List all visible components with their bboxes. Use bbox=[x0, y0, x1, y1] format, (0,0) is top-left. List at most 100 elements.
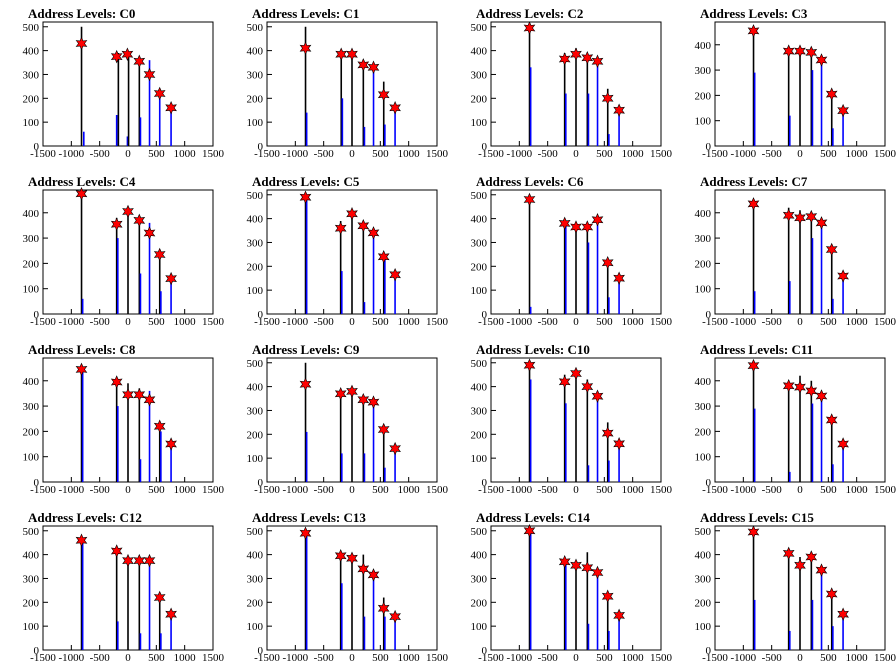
chart-title: Address Levels: C11 bbox=[700, 342, 814, 357]
y-tick-label: 100 bbox=[247, 285, 264, 297]
y-tick-label: 100 bbox=[23, 452, 40, 464]
x-tick-label: 500 bbox=[820, 148, 837, 160]
x-tick-label: 1000 bbox=[398, 316, 421, 328]
peak-marker bbox=[377, 601, 390, 616]
x-tick-label: -500 bbox=[538, 652, 559, 664]
x-tick-label: -1000 bbox=[282, 316, 308, 328]
chart-title: Address Levels: C13 bbox=[252, 510, 366, 525]
x-tick-label: -1500 bbox=[478, 484, 504, 496]
x-tick-label: -1500 bbox=[702, 316, 728, 328]
peak-marker bbox=[815, 53, 828, 67]
peak-marker bbox=[747, 525, 760, 539]
x-tick-label: -1000 bbox=[506, 316, 532, 328]
y-tick-label: 300 bbox=[695, 233, 712, 245]
y-tick-label: 0 bbox=[258, 477, 264, 489]
peak-marker bbox=[601, 426, 614, 440]
x-tick-label: 1000 bbox=[174, 484, 197, 496]
y-tick-label: 200 bbox=[247, 261, 264, 273]
peak-marker bbox=[782, 44, 795, 58]
peak-marker bbox=[75, 187, 88, 201]
peak-marker bbox=[143, 67, 156, 82]
chart-title: Address Levels: C3 bbox=[700, 6, 808, 21]
peak-marker bbox=[815, 389, 828, 403]
y-tick-label: 0 bbox=[482, 477, 488, 489]
peak-marker bbox=[122, 553, 134, 568]
peak-marker bbox=[357, 58, 370, 72]
peak-marker bbox=[523, 21, 536, 35]
x-tick-label: -1500 bbox=[30, 316, 56, 328]
x-tick-label: -1500 bbox=[478, 148, 504, 160]
chart-svg: 0 100 200 300 400 500 -1500 -1000 -500 0 500 1000 15… bbox=[247, 189, 449, 328]
peak-marker bbox=[825, 87, 838, 101]
y-tick-label: 400 bbox=[23, 550, 40, 562]
peak-marker bbox=[346, 47, 358, 61]
y-tick-label: 300 bbox=[247, 405, 264, 417]
y-tick-label: 200 bbox=[695, 597, 712, 609]
y-tick-label: 200 bbox=[471, 597, 488, 609]
peak-marker bbox=[570, 558, 582, 573]
x-tick-label: 0 bbox=[349, 484, 355, 496]
chart-panel: Address Levels: C5 0 100 200 300 400 500 -1500-… bbox=[224, 168, 449, 336]
y-tick-label: 0 bbox=[34, 477, 40, 489]
peak-marker bbox=[837, 437, 849, 451]
y-tick-label: 100 bbox=[23, 284, 40, 296]
y-tick-label: 200 bbox=[247, 93, 264, 105]
x-tick-label: -1500 bbox=[30, 652, 56, 664]
x-tick-label: 1000 bbox=[622, 652, 645, 664]
y-tick-label: 200 bbox=[471, 261, 488, 273]
chart-title: Address Levels: C4 bbox=[28, 174, 136, 189]
x-tick-label: -1000 bbox=[506, 148, 532, 160]
chart-title: Address Levels: C6 bbox=[476, 174, 584, 189]
peak-marker bbox=[133, 54, 146, 69]
chart-svg: 0 100 200 300 400 500 -1500 -1000 -500 0 500 1000 15… bbox=[471, 524, 673, 664]
peak-marker bbox=[837, 269, 849, 283]
x-tick-label: -500 bbox=[762, 484, 783, 496]
x-tick-label: 0 bbox=[573, 484, 579, 496]
y-tick-label: 0 bbox=[706, 141, 712, 153]
x-tick-label: 500 bbox=[372, 652, 389, 664]
x-tick-label: 1500 bbox=[650, 484, 673, 496]
x-tick-label: 1000 bbox=[174, 316, 197, 328]
x-tick-label: -1000 bbox=[506, 652, 532, 664]
x-tick-label: 1000 bbox=[398, 652, 421, 664]
peak-marker bbox=[837, 103, 849, 118]
x-tick-label: 500 bbox=[820, 484, 837, 496]
peak-marker bbox=[523, 192, 536, 207]
x-tick-label: -1500 bbox=[702, 148, 728, 160]
chart-panel: Address Levels: C10 0 100 200 300 400 500 -1500… bbox=[448, 336, 673, 504]
peak-marker bbox=[570, 366, 582, 381]
peak-marker bbox=[825, 413, 838, 427]
x-tick-label: -1000 bbox=[58, 652, 84, 664]
peak-marker bbox=[825, 242, 838, 257]
chart-title: Address Levels: C14 bbox=[476, 510, 590, 525]
y-tick-label: 400 bbox=[247, 214, 264, 226]
peak-marker bbox=[601, 255, 614, 270]
peak-marker bbox=[143, 393, 156, 407]
y-tick-label: 300 bbox=[247, 237, 264, 249]
chart-svg: 0 100 200 300 400 500 -1500 -1000 -500 0 500 1000 15… bbox=[23, 21, 225, 160]
peak-marker bbox=[570, 47, 582, 61]
y-tick-label: 500 bbox=[23, 526, 40, 538]
peak-marker bbox=[601, 589, 614, 604]
y-tick-label: 500 bbox=[23, 22, 40, 34]
peak-marker bbox=[747, 358, 760, 373]
peak-marker bbox=[815, 563, 828, 577]
x-tick-label: 1500 bbox=[874, 484, 896, 496]
x-tick-label: -500 bbox=[314, 484, 335, 496]
x-tick-label: 1500 bbox=[202, 148, 225, 160]
x-tick-label: 500 bbox=[372, 148, 389, 160]
chart-panel: Address Levels: C9 0 100 200 300 400 500 -1500-… bbox=[224, 336, 449, 504]
peak-marker bbox=[165, 101, 177, 115]
x-tick-label: 500 bbox=[596, 316, 613, 328]
x-tick-label: 1500 bbox=[874, 652, 896, 664]
x-tick-label: -1500 bbox=[30, 484, 56, 496]
y-tick-label: 400 bbox=[471, 382, 488, 394]
chart-title: Address Levels: C12 bbox=[28, 510, 142, 525]
x-tick-label: 500 bbox=[148, 484, 165, 496]
peak-marker bbox=[747, 24, 760, 38]
x-tick-label: 0 bbox=[573, 148, 579, 160]
y-tick-label: 0 bbox=[258, 309, 264, 321]
x-tick-label: 1000 bbox=[398, 484, 421, 496]
peak-marker bbox=[794, 211, 806, 225]
peak-marker bbox=[367, 226, 380, 240]
